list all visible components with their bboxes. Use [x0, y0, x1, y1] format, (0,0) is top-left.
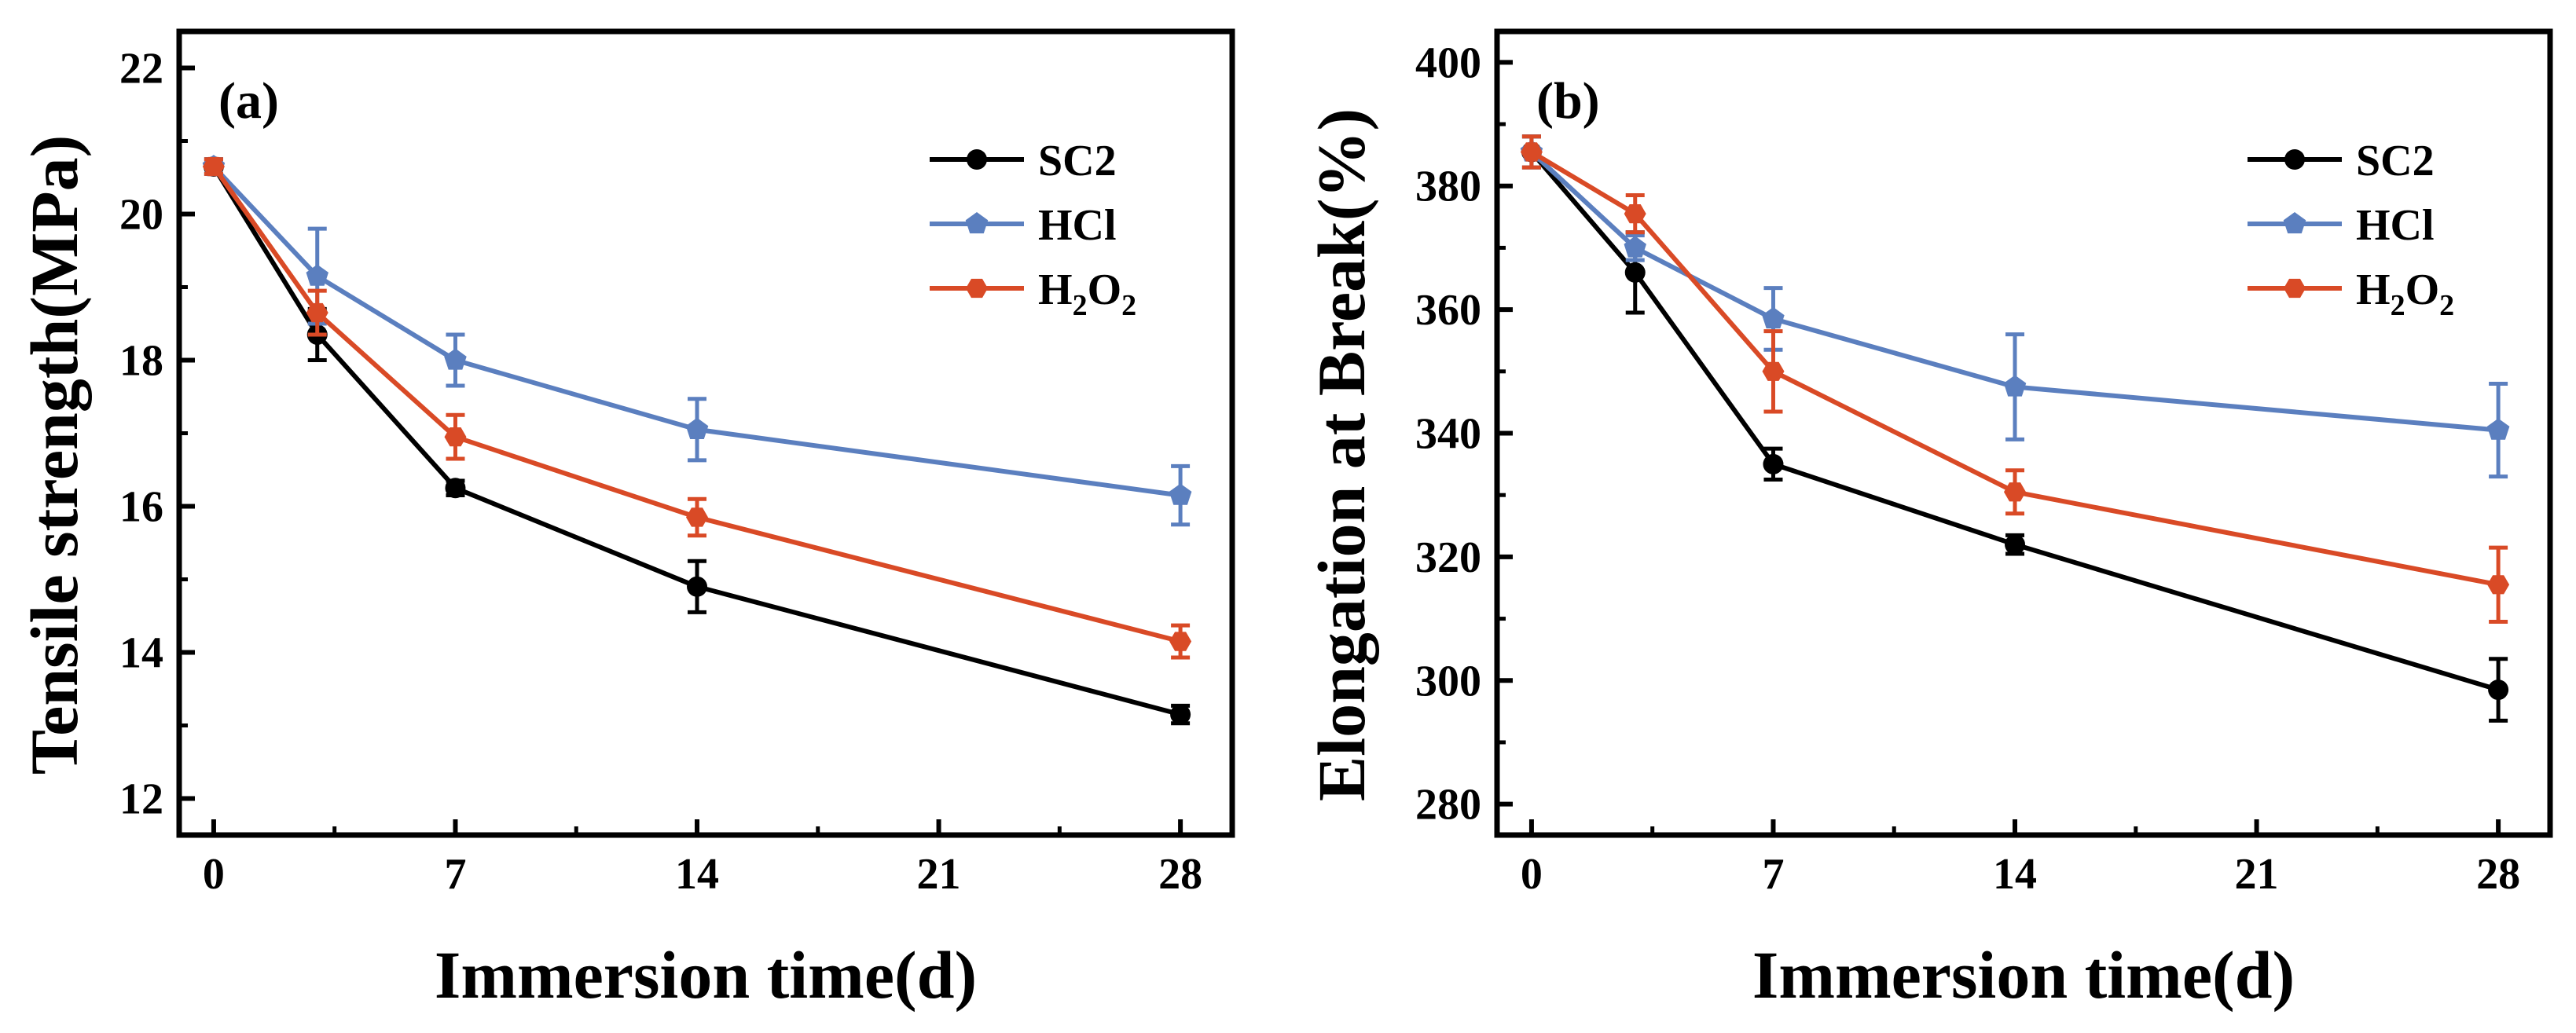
y-tick-label: 22	[119, 45, 163, 93]
data-point	[1762, 306, 1785, 329]
legend-label: H2O2	[1038, 266, 1136, 322]
y-tick-label: 340	[1415, 410, 1481, 459]
legend-label: H2O2	[2356, 266, 2454, 322]
data-point	[687, 576, 708, 597]
x-tick-label: 21	[2235, 850, 2279, 899]
legend-marker	[967, 149, 987, 170]
x-axis-label: Immersion time(d)	[1752, 937, 2295, 1013]
data-point	[2488, 680, 2509, 701]
data-point	[1520, 142, 1543, 162]
data-point	[1170, 704, 1191, 725]
y-tick-label: 18	[119, 337, 163, 386]
x-tick-label: 0	[1521, 850, 1543, 899]
data-point	[444, 348, 467, 370]
data-point	[2005, 534, 2026, 555]
x-tick-label: 14	[675, 850, 719, 899]
panel-label: (b)	[1536, 72, 1600, 130]
data-point	[445, 478, 466, 499]
x-tick-label: 7	[1762, 850, 1784, 899]
y-tick-label: 280	[1415, 781, 1481, 830]
data-point	[2003, 375, 2027, 397]
data-point	[1762, 361, 1785, 381]
data-point	[1624, 262, 1646, 283]
y-tick-label: 400	[1415, 38, 1481, 87]
data-point	[306, 302, 328, 323]
data-point	[686, 507, 708, 527]
y-axis-label: Elongation at Break(%)	[1304, 108, 1379, 801]
legend: SC2 HCl H2O2	[2248, 137, 2454, 322]
legend: SC2 HCl H2O2	[930, 137, 1136, 322]
data-point	[2486, 418, 2510, 440]
data-point	[306, 264, 328, 286]
y-axis-label: Tensile strength(MPa)	[17, 135, 92, 775]
legend-marker	[2283, 212, 2306, 234]
chart-panel-0: 0 7 14 21 28 12 14 16 18 20 22 Immersion time(d) Ten…	[17, 28, 1235, 1013]
legend-marker	[2284, 149, 2305, 170]
x-tick-label: 14	[1993, 850, 2037, 899]
panel-label: (a)	[218, 72, 279, 130]
legend-label: HCl	[1038, 201, 1117, 250]
x-tick-label: 7	[444, 850, 466, 899]
x-tick-label: 28	[1158, 850, 1202, 899]
legend-marker	[965, 212, 989, 234]
data-point	[1624, 204, 1646, 224]
y-tick-label: 20	[119, 191, 163, 240]
data-point	[1624, 236, 1646, 258]
y-tick-label: 300	[1415, 657, 1481, 705]
series-2	[202, 156, 1192, 660]
y-tick-label: 360	[1415, 286, 1481, 335]
y-tick-label: 320	[1415, 533, 1481, 582]
data-point	[2487, 575, 2510, 595]
chart-panel-1: 0 7 14 21 28 280 300 320 340 360 380 400 Immersion t…	[1304, 28, 2553, 1013]
legend-marker	[966, 278, 988, 299]
y-tick-label: 14	[119, 629, 163, 678]
data-point	[685, 417, 709, 439]
data-point	[202, 156, 225, 177]
legend-label: SC2	[2356, 137, 2435, 185]
series-2	[1520, 134, 2510, 625]
legend-label: HCl	[2356, 201, 2435, 250]
legend-label: SC2	[1038, 137, 1117, 185]
legend-marker	[2284, 278, 2306, 299]
y-tick-label: 380	[1415, 163, 1481, 211]
data-point	[444, 427, 467, 447]
x-tick-label: 0	[203, 850, 225, 899]
y-tick-label: 16	[119, 483, 163, 532]
data-point	[1169, 483, 1192, 505]
data-point	[1169, 632, 1192, 651]
data-point	[1763, 453, 1784, 474]
y-tick-label: 12	[119, 775, 163, 824]
x-tick-label: 28	[2476, 850, 2520, 899]
data-point	[2004, 482, 2026, 502]
x-axis-label: Immersion time(d)	[435, 937, 977, 1013]
x-tick-label: 21	[917, 850, 961, 899]
